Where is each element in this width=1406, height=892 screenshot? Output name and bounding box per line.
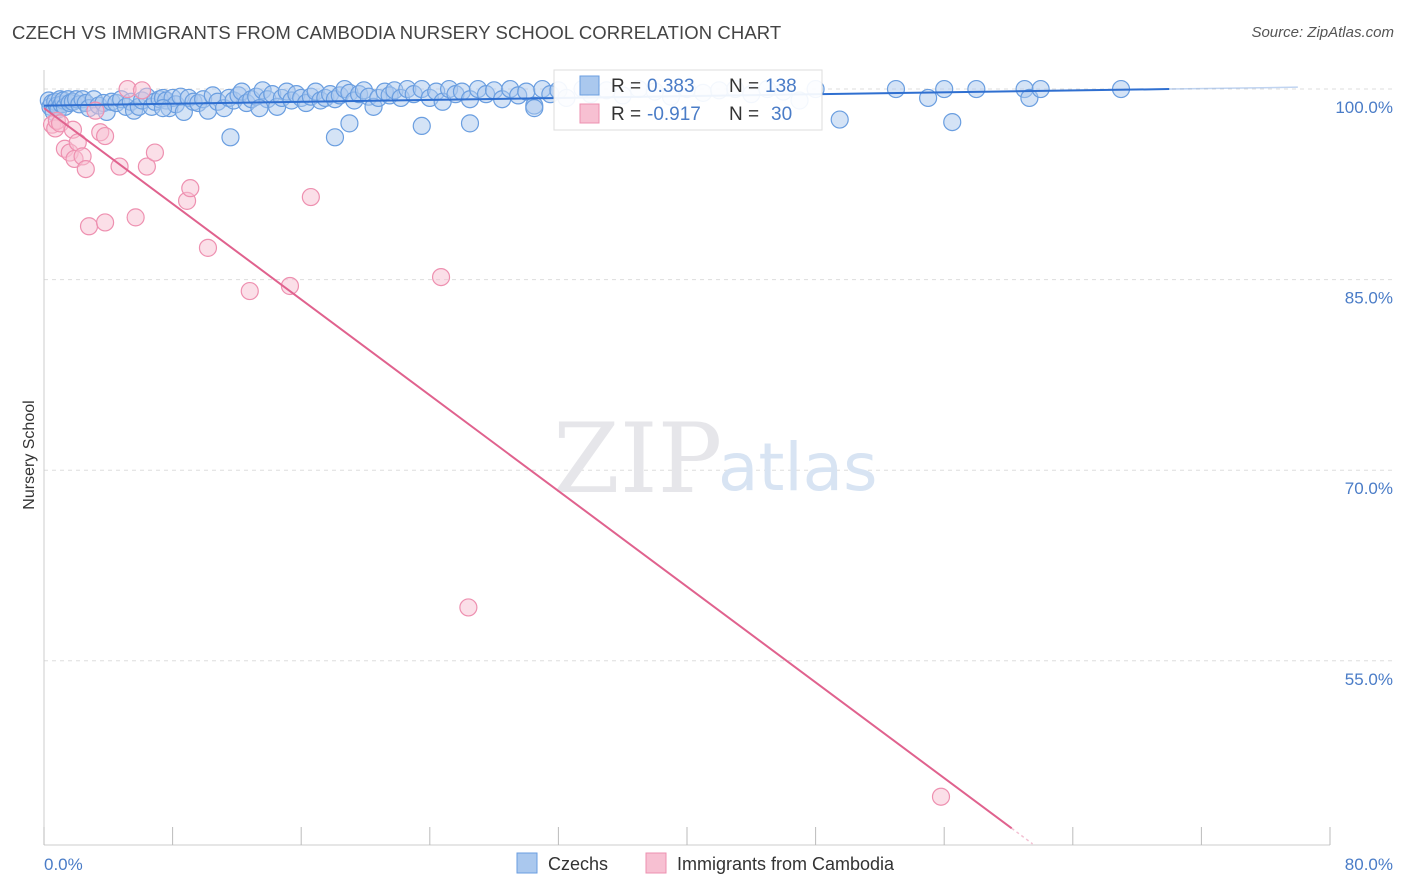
cambodia-point-19 [132, 81, 152, 100]
chart-title: CZECH VS IMMIGRANTS FROM CAMBODIA NURSER… [12, 22, 782, 43]
stats-cambodia-n-label: N = [729, 104, 759, 125]
czech-point-137 [830, 110, 849, 129]
grid-layer [44, 88, 1392, 662]
czech-point-130 [1031, 79, 1050, 99]
stats-czech-r-value: 0.383 [647, 76, 695, 97]
stats-legend: R = 0.383 N = 138 R = -0.917 N = 30 [553, 69, 823, 131]
czech-point-127 [967, 79, 986, 99]
cambodia-point-18 [126, 208, 145, 227]
czech-point-138 [943, 112, 962, 132]
cambodia-point-21 [145, 143, 165, 162]
stats-czech-n-label: N = [729, 76, 759, 97]
axes-layer [43, 70, 1331, 846]
cambodia-trend-extension [1011, 827, 1034, 845]
x-tick-label-0: 0.0% [44, 855, 83, 874]
czech-point-133 [325, 128, 345, 147]
points-layer [39, 79, 1131, 806]
bottom-legend: Czechs Immigrants from Cambodia [516, 852, 895, 874]
cambodia-point-14 [95, 213, 115, 232]
cambodia-trend-line [43, 107, 1013, 830]
stats-czech-swatch [579, 75, 600, 96]
cambodia-point-10 [76, 159, 95, 179]
czech-trend-extension [1169, 86, 1298, 90]
cambodia-point-12 [86, 101, 105, 120]
czech-point-132 [221, 128, 240, 147]
stats-czech-n-value: 138 [765, 76, 797, 97]
cambodia-point-27 [301, 187, 320, 207]
cambodia-point-15 [95, 126, 115, 146]
ticks-layer: 100.0% 85.0% 70.0% 55.0% 0.0% 80.0% [44, 98, 1393, 874]
legend-cambodia-swatch [645, 852, 667, 874]
watermark-zip: ZIP [553, 403, 722, 515]
stats-czech-r-label: R = [611, 76, 641, 97]
stats-cambodia-swatch [579, 103, 600, 124]
y-tick-label-3: 55.0% [1345, 670, 1393, 689]
cambodia-point-30 [931, 787, 951, 806]
cambodia-point-29 [459, 598, 478, 617]
watermark-atlas: atlas [718, 429, 878, 506]
czech-point-141 [525, 99, 544, 118]
czech-point-126 [935, 79, 954, 99]
cambodia-point-23 [181, 179, 200, 198]
stats-cambodia-r-value: -0.917 [647, 104, 701, 125]
czech-point-135 [412, 116, 431, 136]
czech-point-139 [153, 99, 173, 118]
y-tick-label-2: 70.0% [1345, 479, 1393, 498]
stats-cambodia-n-value: 30 [771, 104, 792, 125]
czech-point-136 [460, 114, 480, 133]
cambodia-point-25 [240, 281, 259, 301]
y-axis-label: Nursery School [21, 400, 38, 509]
watermark: ZIP atlas [553, 403, 878, 515]
y-tick-label-1: 85.0% [1345, 289, 1393, 308]
cambodia-point-28 [431, 267, 451, 287]
legend-cambodia-label: Immigrants from Cambodia [677, 854, 895, 874]
czech-point-140 [250, 99, 269, 118]
czech-point-124 [886, 79, 906, 99]
y-tick-label-0: 100.0% [1335, 98, 1393, 117]
cambodia-point-24 [198, 238, 218, 257]
cambodia-point-20 [137, 157, 156, 176]
x-tick-label-1: 80.0% [1345, 855, 1393, 874]
legend-czechs-swatch [516, 852, 538, 874]
czech-point-125 [919, 88, 938, 108]
czech-point-134 [340, 114, 359, 133]
stats-cambodia-r-label: R = [611, 104, 641, 125]
chart-source: Source: ZipAtlas.com [1251, 24, 1394, 41]
cambodia-point-11 [79, 217, 99, 236]
legend-czechs-label: Czechs [548, 854, 608, 874]
